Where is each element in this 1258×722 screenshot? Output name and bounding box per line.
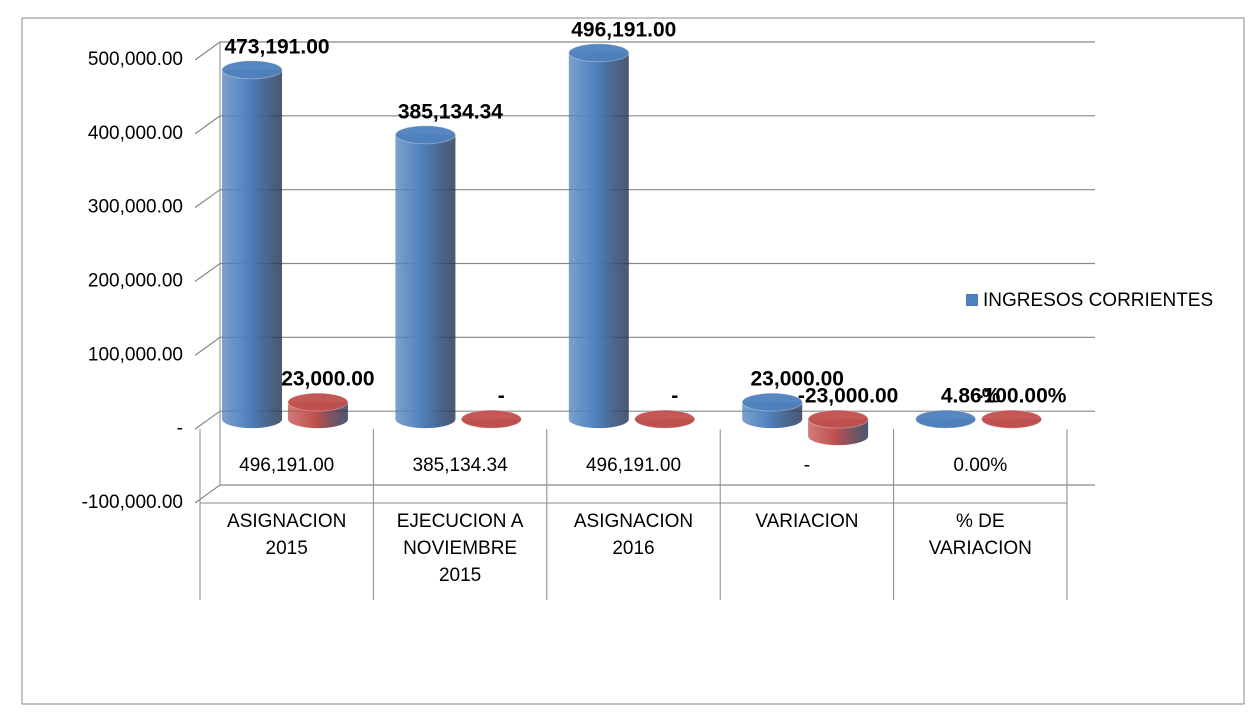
bar-top xyxy=(287,392,349,412)
data-label: 23,000.00 xyxy=(281,368,374,391)
data-label: -100.00% xyxy=(977,385,1067,408)
x-tick-label: ASIGNACION 2015 xyxy=(227,511,346,559)
data-label: 496,191.00 xyxy=(571,18,676,41)
data-label: 4.86% xyxy=(941,385,1001,408)
table-cell: 0.00% xyxy=(953,455,1007,476)
data-label: - xyxy=(671,385,678,408)
x-tick-label: % DE VARIACION xyxy=(929,511,1032,559)
table-cell: 496,191.00 xyxy=(239,455,334,476)
y-tick-label: 100,000.00 xyxy=(88,344,183,365)
bar-top xyxy=(981,409,1043,429)
bar-top xyxy=(915,409,977,429)
legend-swatch xyxy=(966,294,978,306)
x-tick-label: VARIACION xyxy=(755,511,858,532)
legend-label: INGRESOS CORRIENTES xyxy=(983,290,1213,311)
bar-top xyxy=(634,409,696,429)
bar xyxy=(395,134,456,429)
y-tick-label: 200,000.00 xyxy=(88,271,183,292)
y-tick-label: 400,000.00 xyxy=(88,123,183,144)
table-cell: - xyxy=(804,455,810,476)
bar xyxy=(568,52,629,429)
bar-top xyxy=(221,60,283,80)
data-label: 473,191.00 xyxy=(224,35,329,58)
bar-top xyxy=(394,125,456,145)
y-tick-label: 300,000.00 xyxy=(88,197,183,218)
y-tick-label: 500,000.00 xyxy=(88,49,183,70)
data-label: -23,000.00 xyxy=(798,385,898,408)
table-cell: 496,191.00 xyxy=(586,455,681,476)
data-label: 23,000.00 xyxy=(751,368,844,391)
data-label: 385,134.34 xyxy=(398,100,503,123)
chart-border xyxy=(21,17,1245,705)
bar-top xyxy=(460,409,522,429)
x-tick-label: EJECUCION A NOVIEMBRE 2015 xyxy=(397,511,524,586)
y-tick-label: -100,000.00 xyxy=(82,492,183,513)
y-tick-label: - xyxy=(177,418,183,439)
bar-top xyxy=(568,43,630,63)
bar-top xyxy=(807,409,869,429)
bar xyxy=(222,69,283,429)
table-cell: 385,134.34 xyxy=(413,455,509,476)
data-label: - xyxy=(498,385,505,408)
bar-top xyxy=(741,392,803,412)
x-tick-label: ASIGNACION 2016 xyxy=(574,511,693,559)
